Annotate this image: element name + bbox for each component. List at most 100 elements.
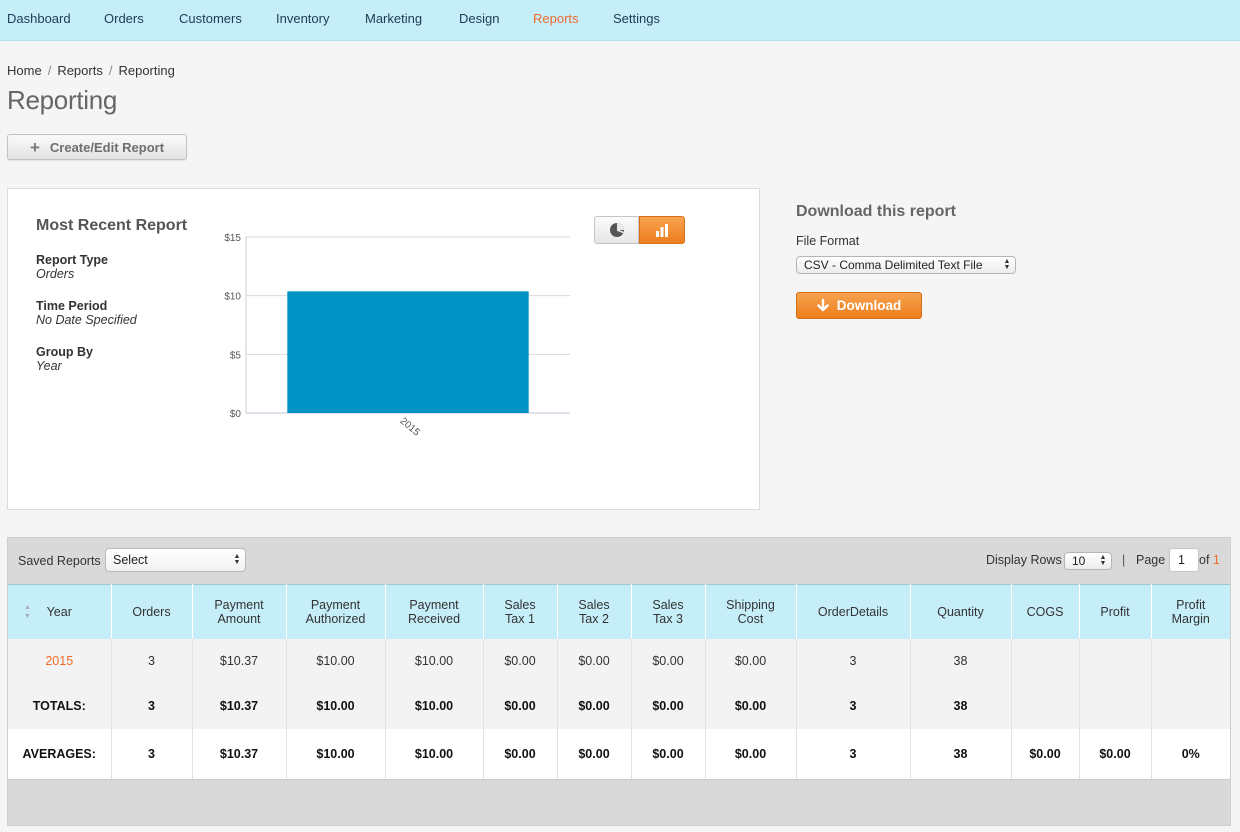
- of-text: of: [1199, 553, 1210, 567]
- averages-cell: $0.00: [557, 728, 632, 780]
- create-edit-report-button[interactable]: + Create/Edit Report: [7, 134, 187, 160]
- select-arrows-icon: ▲ ▼: [233, 553, 241, 566]
- col-sales-tax-3-header[interactable]: Sales Tax 3: [631, 584, 706, 639]
- totals-cell: [1151, 682, 1230, 729]
- page-of-label: of 1: [1199, 553, 1220, 567]
- download-label: Download: [836, 298, 902, 313]
- totals-cell: $0.00: [705, 682, 797, 729]
- create-edit-report-label: Create/Edit Report: [49, 139, 165, 155]
- page-number-input[interactable]: 1: [1169, 548, 1199, 572]
- col-quantity-header[interactable]: Quantity: [910, 584, 1012, 639]
- select-arrows-icon: ▲ ▼: [1099, 554, 1107, 567]
- table-cell: $10.37: [192, 638, 287, 683]
- page-label: Page: [1136, 553, 1166, 567]
- table-cell-year[interactable]: 2015: [8, 638, 112, 683]
- y-tick-label: $10: [224, 292, 241, 303]
- breadcrumb-reports[interactable]: Reports: [57, 63, 103, 78]
- table-cell: $0.00: [631, 638, 706, 683]
- file-format-select[interactable]: CSV - Comma Delimited Text File ▲ ▼: [796, 256, 1016, 274]
- table-cell: $0.00: [705, 638, 797, 683]
- averages-cell: 38: [910, 728, 1012, 780]
- header-label: Payment Authorized: [305, 597, 366, 626]
- nav-settings[interactable]: Settings: [613, 11, 660, 26]
- bar-chart-icon: [656, 224, 668, 237]
- header-label: Sales Tax 2: [578, 597, 610, 626]
- totals-cell: 3: [111, 682, 193, 729]
- year-link[interactable]: 2015: [45, 653, 74, 668]
- sort-arrows-icon[interactable]: ▲ ▼: [24, 604, 31, 620]
- table-cell: $0.00: [557, 638, 632, 683]
- breadcrumb-separator: /: [108, 63, 113, 78]
- top-nav: Dashboard Orders Customers Inventory Mar…: [0, 0, 1240, 41]
- bar-chart-button[interactable]: [639, 216, 685, 244]
- breadcrumb-separator: /: [47, 63, 52, 78]
- nav-reports[interactable]: Reports: [533, 11, 579, 26]
- table-row: 2015 3 $10.37 $10.00 $10.00 $0.00 $0.00 …: [8, 638, 1230, 683]
- col-orders-header[interactable]: Orders: [111, 584, 193, 639]
- totals-cell: $0.00: [557, 682, 632, 729]
- nav-orders[interactable]: Orders: [104, 11, 144, 26]
- header-label: Sales Tax 1: [504, 597, 536, 626]
- report-type-label: Report Type: [36, 253, 108, 267]
- plus-icon: +: [29, 137, 40, 157]
- averages-cell: $0.00: [483, 728, 558, 780]
- chart-type-toggle: [594, 216, 685, 244]
- col-order-details-header[interactable]: OrderDetails: [796, 584, 911, 639]
- table-cell: [1011, 638, 1080, 683]
- pagination-divider: |: [1122, 553, 1126, 567]
- col-payment-amount-header[interactable]: Payment Amount: [192, 584, 287, 639]
- saved-reports-panel: Saved Reports Select ▲ ▼ Display Rows 10 …: [7, 537, 1231, 826]
- arrow-down-icon: [817, 299, 829, 312]
- averages-cell: $0.00: [705, 728, 797, 780]
- nav-design[interactable]: Design: [459, 11, 500, 26]
- header-label: Payment Received: [407, 597, 461, 626]
- averages-cell: 3: [796, 728, 911, 780]
- averages-cell: $0.00: [631, 728, 706, 780]
- averages-cell: $0.00: [1079, 728, 1152, 780]
- most-recent-report-card: Most Recent Report Report Type Orders Ti…: [7, 188, 760, 510]
- header-label: Sales Tax 3: [652, 597, 684, 626]
- pie-chart-icon: [609, 223, 624, 237]
- totals-cell: 3: [796, 682, 911, 729]
- col-profit-header[interactable]: Profit: [1079, 584, 1152, 639]
- col-payment-authorized-header[interactable]: Payment Authorized: [286, 584, 386, 639]
- table-cell: 3: [796, 638, 911, 683]
- total-pages: 1: [1212, 553, 1220, 567]
- nav-dashboard[interactable]: Dashboard: [7, 11, 71, 26]
- file-format-label: File Format: [796, 234, 860, 248]
- col-sales-tax-2-header[interactable]: Sales Tax 2: [557, 584, 632, 639]
- breadcrumb-home[interactable]: Home: [7, 63, 42, 78]
- averages-row: AVERAGES: 3 $10.37 $10.00 $10.00 $0.00 $…: [8, 728, 1230, 780]
- table-cell: 38: [910, 638, 1012, 683]
- nav-marketing[interactable]: Marketing: [365, 11, 423, 26]
- download-title: Download this report: [796, 203, 956, 220]
- pie-chart-button[interactable]: [594, 216, 639, 244]
- nav-customers[interactable]: Customers: [179, 11, 242, 26]
- table-cell: [1151, 638, 1230, 683]
- averages-cell: $0.00: [1011, 728, 1080, 780]
- saved-reports-select[interactable]: Select ▲ ▼: [105, 548, 246, 572]
- table-header-row: ▲ ▼ Year Orders Payment Amount Payment Aut…: [8, 584, 1230, 639]
- report-type-value: Orders: [36, 267, 75, 281]
- breadcrumb-current: Reporting: [118, 63, 175, 78]
- header-label: Shipping Cost: [726, 597, 775, 626]
- col-profit-margin-header[interactable]: Profit Margin: [1151, 584, 1230, 639]
- time-period-label: Time Period: [36, 299, 108, 313]
- col-sales-tax-1-header[interactable]: Sales Tax 1: [483, 584, 558, 639]
- y-tick-label: $0: [230, 409, 242, 420]
- col-year-header[interactable]: ▲ ▼ Year: [8, 584, 112, 639]
- totals-cell: $0.00: [631, 682, 706, 729]
- col-shipping-cost-header[interactable]: Shipping Cost: [705, 584, 797, 639]
- totals-cell: $10.37: [192, 682, 287, 729]
- recent-report-title: Most Recent Report: [36, 217, 188, 234]
- averages-cell: $10.00: [385, 728, 484, 780]
- totals-row: TOTALS: 3 $10.37 $10.00 $10.00 $0.00 $0.…: [8, 682, 1230, 729]
- col-cogs-header[interactable]: COGS: [1011, 584, 1080, 639]
- col-payment-received-header[interactable]: Payment Received: [385, 584, 484, 639]
- totals-cell: 38: [910, 682, 1012, 729]
- nav-inventory[interactable]: Inventory: [276, 11, 330, 26]
- display-rows-select[interactable]: 10 ▲ ▼: [1064, 552, 1112, 570]
- table-cell: $0.00: [483, 638, 558, 683]
- saved-reports-label: Saved Reports: [18, 554, 101, 568]
- download-button[interactable]: Download: [796, 292, 922, 319]
